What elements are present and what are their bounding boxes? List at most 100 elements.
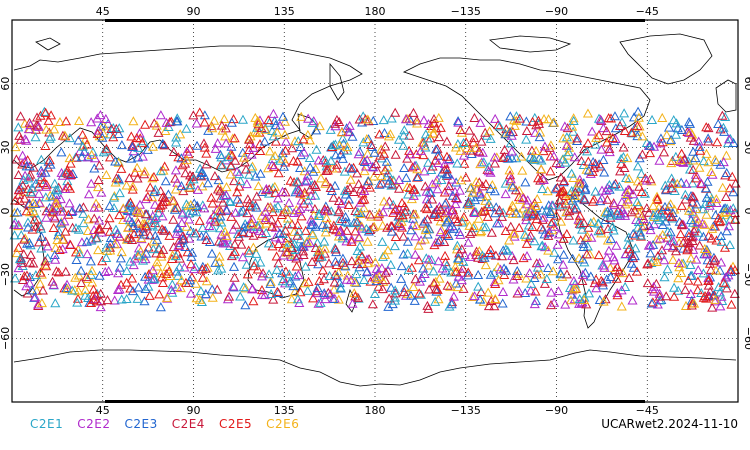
observation-marker — [185, 199, 196, 209]
observation-marker — [463, 267, 474, 277]
observation-marker — [42, 162, 53, 172]
observation-marker — [39, 106, 50, 116]
observation-marker — [676, 267, 687, 278]
observation-marker — [128, 229, 140, 239]
observation-marker — [383, 265, 394, 275]
observation-marker — [51, 266, 62, 276]
legend-item-c2e1: C2E1 — [30, 417, 64, 431]
observation-marker — [412, 118, 423, 128]
observation-marker — [27, 224, 38, 234]
lon-tick-bottom-0: 45 — [96, 404, 110, 417]
lon-tick-bottom-3: 180 — [365, 404, 386, 417]
observation-marker — [692, 276, 703, 286]
observation-marker — [295, 162, 306, 172]
observation-marker — [350, 226, 361, 236]
observation-marker — [702, 176, 713, 186]
observation-marker — [446, 174, 457, 184]
observation-marker — [410, 231, 421, 241]
observation-marker — [113, 268, 124, 278]
observation-marker — [478, 157, 489, 167]
observation-marker — [467, 187, 478, 197]
observation-marker — [89, 293, 100, 304]
observation-marker — [275, 155, 286, 165]
observation-marker — [598, 260, 609, 270]
observation-marker — [658, 147, 670, 157]
observation-marker — [619, 125, 630, 135]
observation-marker — [355, 208, 366, 219]
observation-markers — [9, 106, 741, 313]
observation-marker — [256, 284, 268, 295]
observation-marker — [73, 224, 84, 234]
observation-marker — [368, 171, 379, 181]
observation-marker — [379, 165, 391, 175]
observation-marker — [251, 191, 262, 201]
observation-marker — [539, 141, 550, 151]
observation-marker — [465, 183, 476, 193]
observation-marker — [313, 155, 324, 165]
observation-marker — [346, 163, 357, 173]
observation-marker — [368, 162, 379, 172]
observation-marker — [646, 298, 657, 308]
observation-marker — [703, 133, 714, 143]
observation-marker — [354, 241, 365, 251]
observation-marker — [527, 209, 538, 219]
observation-marker — [428, 128, 439, 138]
observation-marker — [568, 113, 579, 123]
observation-marker — [529, 154, 540, 164]
observation-marker — [328, 224, 339, 234]
observation-marker — [450, 199, 461, 209]
observation-marker — [170, 165, 181, 175]
observation-marker — [180, 168, 191, 178]
observation-marker — [720, 203, 731, 213]
observation-marker — [545, 166, 556, 176]
observation-marker — [563, 210, 575, 220]
observation-marker — [607, 221, 618, 231]
observation-marker — [505, 138, 516, 148]
observation-marker — [469, 112, 480, 122]
observation-marker — [292, 294, 303, 304]
observation-marker — [363, 253, 375, 264]
observation-marker — [364, 182, 376, 192]
observation-marker — [672, 123, 683, 133]
observation-marker — [377, 283, 388, 294]
observation-marker — [213, 265, 224, 275]
observation-marker — [527, 116, 538, 126]
observation-marker — [465, 197, 476, 207]
observation-marker — [596, 144, 607, 154]
observation-marker — [94, 131, 105, 141]
observation-marker — [725, 264, 736, 274]
observation-marker — [422, 300, 433, 310]
observation-marker — [543, 114, 554, 124]
observation-marker — [574, 210, 585, 220]
observation-marker — [464, 125, 475, 135]
observation-marker — [598, 154, 609, 165]
observation-marker — [635, 230, 646, 240]
observation-marker — [608, 252, 619, 262]
observation-marker — [24, 199, 35, 209]
observation-marker — [710, 154, 721, 164]
observation-marker — [512, 270, 523, 280]
observation-marker — [645, 248, 656, 258]
observation-marker — [521, 116, 532, 126]
observation-marker — [622, 188, 633, 199]
observation-marker — [152, 257, 163, 267]
observation-marker — [22, 217, 34, 227]
observation-marker — [223, 151, 234, 161]
observation-marker — [560, 157, 571, 167]
observation-marker — [482, 211, 493, 221]
observation-marker — [127, 141, 138, 152]
coastline-greenland — [619, 33, 713, 85]
observation-marker — [642, 278, 653, 288]
observation-marker — [414, 276, 425, 286]
observation-marker — [330, 244, 341, 254]
observation-marker — [168, 146, 179, 156]
observation-marker — [716, 236, 727, 246]
observation-marker — [353, 232, 365, 242]
observation-marker — [708, 256, 719, 266]
observation-marker — [177, 209, 188, 219]
observation-marker — [164, 266, 175, 276]
observation-marker — [155, 268, 166, 278]
observation-marker — [651, 234, 662, 244]
observation-marker — [521, 238, 532, 248]
observation-marker — [720, 111, 731, 122]
